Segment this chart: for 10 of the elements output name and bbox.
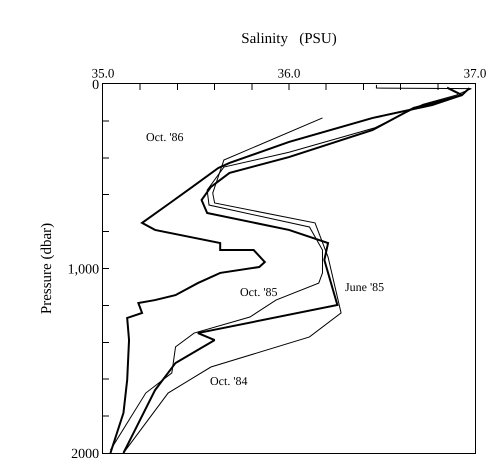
- y-axis-title: Pressure (dbar): [38, 222, 55, 314]
- y-tick-label: 2000: [71, 446, 100, 462]
- x-tick-label: 37.0: [464, 66, 486, 81]
- annotation: June '85: [345, 280, 384, 294]
- y-tick-label: 1,000: [68, 262, 100, 278]
- annotation: Oct. '86: [146, 130, 184, 144]
- annotation: Oct. '84: [210, 374, 248, 388]
- x-axis-title: Salinity (PSU): [241, 30, 337, 47]
- annotation: Oct. '85: [240, 285, 278, 299]
- x-tick-label: 36.0: [278, 66, 300, 81]
